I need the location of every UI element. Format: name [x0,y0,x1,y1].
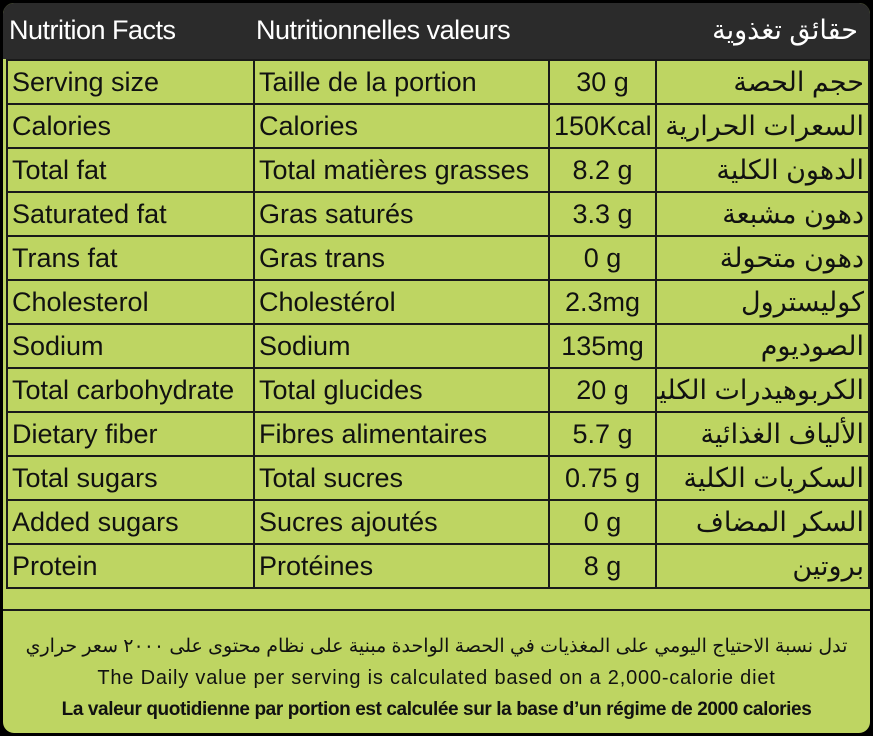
nutrient-name-french: Gras trans [253,235,550,281]
nutrient-value: 8 g [548,543,657,589]
footnote-arabic: تدل نسبة الاحتياج اليومي على المغذيات في… [25,636,848,657]
nutrient-row: Total fat Total matières grasses 8.2 g الده… [6,147,870,193]
nutrient-name-french: Fibres alimentaires [253,411,550,457]
nutrient-row: Added sugars Sucres ajoutés 0 g السكر المضا… [6,499,870,545]
nutrient-row: Protein Protéines 8 g بروتين [6,543,870,589]
nutrient-name-arabic: الكربوهيدرات الكلية [655,367,870,413]
nutrient-name-french: Cholestérol [253,279,550,325]
nutrient-name-french: Total glucides [253,367,550,413]
nutrient-value: 135mg [548,323,657,369]
nutrient-name-french: Sodium [253,323,550,369]
nutrient-name-arabic: الدهون الكلية [655,147,870,193]
nutrient-row: Serving size Taille de la portion 30 g حجم … [6,59,870,105]
nutrient-name-english: Calories [6,103,255,149]
nutrient-row: Dietary fiber Fibres alimentaires 5.7 g الأ… [6,411,870,457]
nutrient-value: 0 g [548,235,657,281]
nutrient-name-arabic: السكريات الكلية [655,455,870,501]
nutrient-name-french: Taille de la portion [253,59,550,105]
nutrient-name-english: Dietary fiber [6,411,255,457]
nutrition-table: Serving size Taille de la portion 30 g حجم … [6,59,870,589]
footnote-english: The Daily value per serving is calculate… [97,667,776,689]
nutrient-row: Saturated fat Gras saturés 3.3 g دهون مشبعة [6,191,870,237]
footnote-french: La valeur quotidienne par portion est ca… [61,699,812,720]
nutrient-name-english: Serving size [6,59,255,105]
nutrient-name-french: Total matières grasses [253,147,550,193]
nutrient-value: 3.3 g [548,191,657,237]
nutrient-name-french: Sucres ajoutés [253,499,550,545]
nutrient-value: 0.75 g [548,455,657,501]
nutrient-row: Total carbohydrate Total glucides 20 g الكر… [6,367,870,413]
nutrient-value: 5.7 g [548,411,657,457]
nutrient-name-english: Total sugars [6,455,255,501]
nutrient-name-english: Cholesterol [6,279,255,325]
nutrient-value: 2.3mg [548,279,657,325]
nutrient-name-french: Total sucres [253,455,550,501]
title-english: Nutrition Facts [9,15,176,45]
nutrient-name-french: Protéines [253,543,550,589]
nutrient-value: 150Kcal [548,103,657,149]
nutrient-value: 20 g [548,367,657,413]
title-arabic: حقائق تغذوية [712,15,858,45]
nutrient-name-arabic: السكر المضاف [655,499,870,545]
nutrient-value: 0 g [548,499,657,545]
nutrient-name-english: Trans fat [6,235,255,281]
nutrient-value: 30 g [548,59,657,105]
nutrient-row: Total sugars Total sucres 0.75 g السكريات ا… [6,455,870,501]
nutrient-row: Calories Calories 150Kcal السعرات الحرارية [6,103,870,149]
nutrient-name-arabic: الألياف الغذائية [655,411,870,457]
nutrient-name-arabic: دهون مشبعة [655,191,870,237]
daily-value-footer: تدل نسبة الاحتياج اليومي على المغذيات في… [3,609,870,733]
nutrient-value: 8.2 g [548,147,657,193]
nutrient-name-arabic: بروتين [655,543,870,589]
nutrient-row: Cholesterol Cholestérol 2.3mg كوليسترول [6,279,870,325]
nutrient-name-arabic: دهون متحولة [655,235,870,281]
title-french: Nutritionnelles valeurs [256,15,511,45]
nutrient-row: Trans fat Gras trans 0 g دهون متحولة [6,235,870,281]
nutrient-name-english: Added sugars [6,499,255,545]
nutrient-name-english: Protein [6,543,255,589]
nutrient-name-french: Calories [253,103,550,149]
nutrient-name-arabic: كوليسترول [655,279,870,325]
nutrient-name-arabic: حجم الحصة [655,59,870,105]
nutrient-name-french: Gras saturés [253,191,550,237]
nutrient-name-english: Total carbohydrate [6,367,255,413]
nutrient-row: Sodium Sodium 135mg الصوديوم [6,323,870,369]
nutrient-name-english: Total fat [6,147,255,193]
nutrient-name-arabic: الصوديوم [655,323,870,369]
nutrient-name-english: Saturated fat [6,191,255,237]
nutrient-name-arabic: السعرات الحرارية [655,103,870,149]
nutrient-name-english: Sodium [6,323,255,369]
nutrition-header: Nutrition Facts Nutritionnelles valeurs … [3,3,870,59]
